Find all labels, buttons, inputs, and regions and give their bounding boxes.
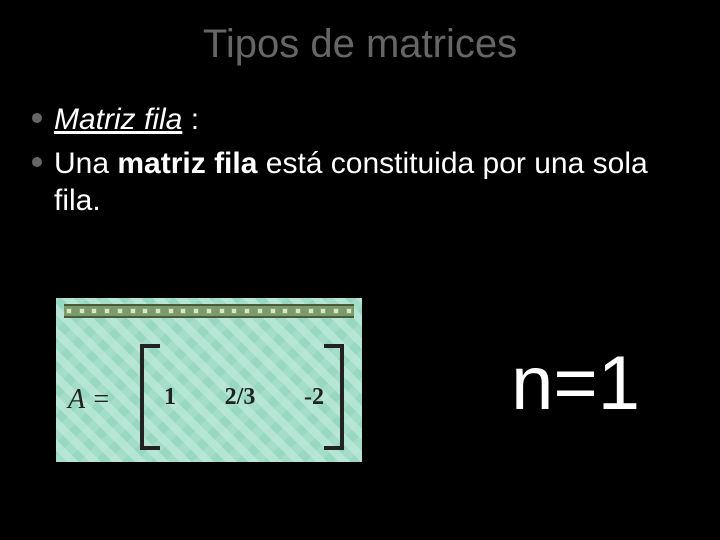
matrix-value: 1 (164, 384, 176, 411)
text-bold: matriz fila (117, 147, 257, 180)
matrix-value: 2/3 (225, 384, 256, 411)
slide-title: Tipos de matrices (0, 0, 720, 67)
film-strip-icon (64, 304, 354, 318)
term-matriz-fila: Matriz fila (54, 103, 182, 136)
matrix-values: 1 2/3 -2 (164, 384, 324, 411)
text-pre: Una (54, 147, 117, 180)
equation-n-equals-1: n=1 (511, 340, 640, 427)
slide-content: Matriz fila : Una matriz fila está const… (0, 67, 720, 220)
bullet-text: Una matriz fila está constituida por una… (54, 145, 688, 220)
left-bracket-icon (140, 344, 160, 450)
matrix-label: A = (68, 384, 111, 416)
bullet-dot-icon (32, 113, 42, 123)
matrix-figure: A = 1 2/3 -2 (56, 298, 362, 462)
bullet-item: Matriz fila : (32, 101, 688, 139)
term-suffix: : (182, 103, 199, 136)
right-bracket-icon (324, 344, 344, 450)
bullet-item: Una matriz fila está constituida por una… (32, 145, 688, 220)
matrix-value: -2 (304, 384, 324, 411)
bullet-text: Matriz fila : (54, 101, 199, 139)
bullet-dot-icon (32, 157, 42, 167)
